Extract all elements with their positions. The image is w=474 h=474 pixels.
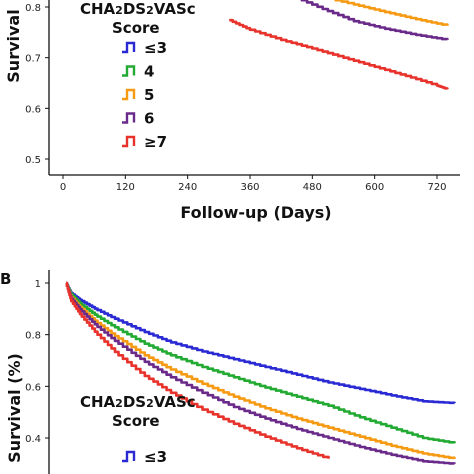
panel-a-x-tick-label: 240 — [178, 182, 197, 193]
panel-a-x-tick-label: 480 — [303, 182, 322, 193]
panel-a-y-tick-label: 0.8 — [25, 3, 41, 14]
panel-a-x-label: Follow-up (Days) — [180, 203, 331, 222]
panel-a-legend-marker-3 — [122, 88, 136, 101]
panel-a-legend-label-1: ≤3 — [144, 39, 167, 57]
panel-b-y-tick-label: 1 — [35, 279, 41, 290]
panel-a-legend-label-2: 4 — [144, 63, 154, 81]
panel-a-legend-marker-2 — [122, 65, 136, 77]
panel-a-x-tick-label: 360 — [240, 182, 259, 193]
panel-a-y-tick-label: 0.6 — [25, 104, 41, 115]
panel-b-series-line-5 — [65, 281, 330, 459]
panel-b-series-line-2 — [65, 281, 456, 444]
panel-a-legend-marker-1 — [122, 41, 136, 54]
panel-b-series-line-1 — [65, 281, 456, 405]
panel-a-x-tick-label: 120 — [116, 182, 135, 193]
panel-b-legend-title: CHA2DS2VASc — [80, 393, 196, 411]
panel-b-y-label: Survival (%) — [5, 353, 24, 463]
panel-a-legend-label-4: 6 — [144, 110, 154, 128]
panel-b-y-tick-label: 0.6 — [25, 382, 41, 393]
panel-a-x-tick-label: 720 — [427, 182, 446, 193]
panel-a-legend-marker-4 — [122, 112, 136, 124]
panel-a-y-tick-label: 0.7 — [25, 54, 41, 65]
panel-b-legend-title: Score — [112, 412, 160, 430]
panel-a-legend-label-3: 5 — [144, 86, 154, 104]
panel-a-y-tick-label: 0.5 — [25, 155, 41, 166]
panel-a: 0.5 0.6 0.7 0.8 0 120 240 360 480 600 720 Surviva… — [4, 0, 460, 222]
panel-a-x-tick-label: 0 — [60, 182, 66, 193]
panel-b-series — [65, 281, 456, 465]
panel-b-legend-marker-1 — [122, 450, 136, 463]
panel-a-legend-marker-5 — [122, 135, 136, 148]
panel-b-y-tick-label: 0.4 — [25, 434, 41, 445]
panel-b-label: B — [0, 270, 11, 288]
panel-a-legend-title: CHA2DS2VASc — [80, 0, 196, 18]
panel-b-legend-label-1: ≤3 — [144, 448, 167, 466]
panel-a-y-label: Survival — [4, 9, 23, 82]
panel-a-legend-label-5: ≥7 — [144, 133, 167, 151]
panel-b-y-tick-label: 0.8 — [25, 331, 41, 342]
panel-a-x-tick-label: 600 — [365, 182, 384, 193]
panel-b-y-ticks: 0.4 0.6 0.8 1 — [25, 279, 49, 445]
panel-a-series-line-5 — [229, 18, 449, 90]
panel-a-series-line-4 — [300, 0, 449, 41]
panel-a-legend-title: Score — [112, 19, 160, 37]
panel-a-series-line-3 — [329, 0, 449, 26]
panel-a-series — [229, 0, 449, 90]
panel-b-series-line-4 — [65, 281, 456, 465]
panel-b: B 0.4 0.6 0.8 1 Survival (%) CHA2DS2VAScSco… — [0, 270, 456, 474]
panel-a-y-ticks: 0.5 0.6 0.7 0.8 — [25, 3, 49, 166]
panel-a-x-ticks: 0 120 240 360 480 600 720 — [60, 175, 447, 193]
